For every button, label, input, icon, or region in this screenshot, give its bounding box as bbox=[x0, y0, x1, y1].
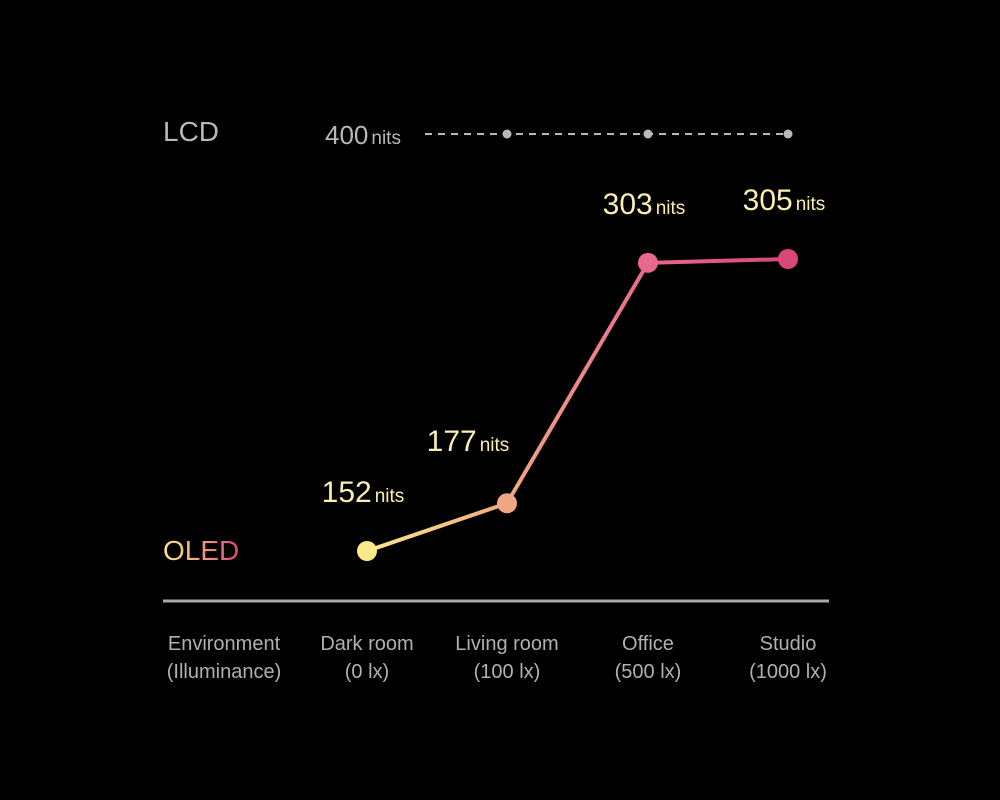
lcd-unit: nits bbox=[371, 128, 401, 149]
series-label-oled: OLED bbox=[163, 535, 240, 566]
oled-value: 177 bbox=[426, 425, 477, 459]
oled-value: 303 bbox=[602, 187, 653, 221]
x-tick-label: Office (500 lx) bbox=[615, 630, 682, 686]
oled-series-line bbox=[366, 257, 789, 553]
x-tick-name: Studio bbox=[759, 633, 817, 655]
x-tick-name: Living room bbox=[455, 633, 559, 655]
x-tick-label: Dark room (0 lx) bbox=[320, 630, 413, 686]
oled-data-label: 152 nits bbox=[322, 476, 405, 510]
lcd-data-point bbox=[643, 129, 653, 139]
lcd-data-point bbox=[783, 129, 793, 139]
lcd-data-point bbox=[502, 129, 512, 139]
oled-value: 152 bbox=[321, 476, 372, 509]
x-tick-label: Studio (1000 lx) bbox=[749, 630, 827, 686]
oled-unit: nits bbox=[479, 435, 510, 457]
oled-unit: nits bbox=[795, 194, 826, 215]
x-tick-lux: (1000 lx) bbox=[749, 661, 827, 683]
oled-data-point bbox=[638, 252, 658, 273]
oled-data-point bbox=[778, 249, 798, 269]
x-tick-name: Dark room bbox=[320, 633, 414, 655]
oled-unit: nits bbox=[655, 197, 686, 219]
oled-unit: nits bbox=[374, 486, 405, 507]
lcd-value-label: 400 nits bbox=[325, 120, 401, 151]
oled-data-point bbox=[357, 541, 377, 561]
oled-data-label: 303 nits bbox=[603, 188, 686, 222]
x-axis-title: Environment (Illuminance) bbox=[167, 630, 281, 686]
x-axis-title-line2: (Illuminance) bbox=[166, 661, 282, 683]
x-tick-lux: (100 lx) bbox=[473, 661, 541, 683]
oled-data-point bbox=[497, 493, 517, 514]
x-axis-title-line1: Environment bbox=[167, 633, 281, 655]
series-label-lcd: LCD bbox=[163, 116, 220, 147]
oled-data-label: 305 nits bbox=[743, 184, 826, 218]
lcd-value: 400 bbox=[325, 120, 369, 150]
x-tick-lux: (0 lx) bbox=[344, 661, 390, 683]
x-tick-name: Office bbox=[622, 633, 674, 655]
oled-value: 305 bbox=[742, 184, 793, 217]
oled-data-label: 177 nits bbox=[427, 425, 510, 459]
x-tick-label: Living room (100 lx) bbox=[455, 630, 558, 686]
x-tick-lux: (500 lx) bbox=[614, 661, 682, 683]
